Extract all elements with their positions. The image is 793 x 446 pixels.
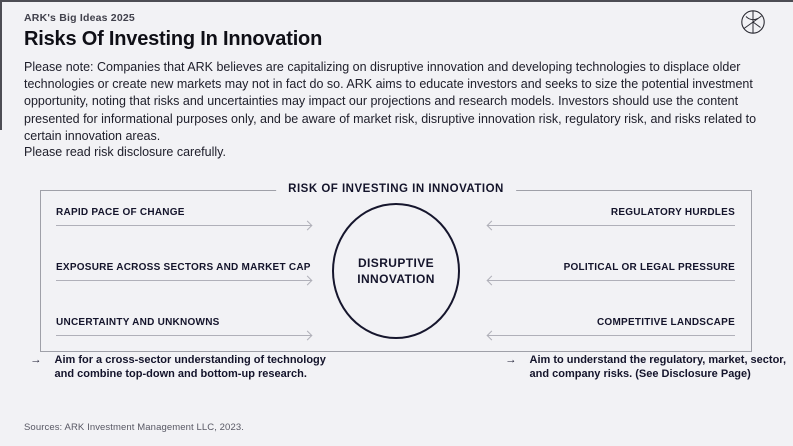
arrow-right-icon [56, 280, 312, 281]
deck-title: ARK's Big Ideas 2025 [24, 12, 135, 24]
disclaimer-text: Please note: Companies that ARK believes… [24, 60, 757, 143]
arrow-left-icon [487, 225, 735, 226]
takeaway-item: → Aim for a cross-sector understanding o… [30, 354, 326, 381]
arrow-left-icon [487, 335, 735, 336]
center-label-line2: INNOVATION [357, 272, 435, 286]
takeaway-item: → Aim to understand the regulatory, mark… [505, 354, 786, 381]
risk-item-uncertainty: UNCERTAINTY AND UNKNOWNS [56, 317, 220, 328]
takeaway-text: Aim to understand the regulatory, market… [530, 354, 787, 381]
takeaway-line: and combine top-down and bottom-up resea… [54, 367, 307, 380]
risk-item-political: POLITICAL OR LEGAL PRESSURE [563, 262, 735, 273]
sources-text: Sources: ARK Investment Management LLC, … [24, 422, 244, 433]
arrow-right-icon [56, 335, 312, 336]
risk-item-exposure: EXPOSURE ACROSS SECTORS AND MARKET CAP [56, 262, 311, 273]
arrow-right-icon: → [505, 354, 517, 366]
risk-item-regulatory: REGULATORY HURDLES [610, 207, 735, 218]
risk-disclosure-note: Please read risk disclosure carefully. [24, 145, 226, 159]
ark-logo-icon [741, 10, 765, 34]
arrow-left-icon [487, 280, 735, 281]
window-top-edge [0, 0, 793, 2]
takeaway-text: Aim for a cross-sector understanding of … [55, 354, 326, 381]
diagram-title: RISK OF INVESTING IN INNOVATION [276, 183, 516, 195]
page-title: Risks Of Investing In Innovation [24, 28, 323, 50]
risk-item-rapid-pace: RAPID PACE OF CHANGE [56, 207, 185, 218]
takeaway-line: and company risks. (See Disclosure Page) [529, 367, 751, 380]
arrow-right-icon: → [30, 354, 42, 366]
takeaway-line: Aim to understand the regulatory, market… [529, 354, 787, 366]
disruptive-innovation-circle: DISRUPTIVE INNOVATION [332, 203, 460, 339]
risk-diagram: RISK OF INVESTING IN INNOVATION RAPID PA… [40, 183, 752, 352]
center-label-line1: DISRUPTIVE [357, 255, 434, 270]
takeaway-line: Aim for a cross-sector understanding of … [54, 354, 326, 366]
arrow-right-icon [56, 225, 312, 226]
window-left-edge [0, 0, 2, 130]
risk-item-competitive: COMPETITIVE LANDSCAPE [596, 317, 735, 328]
